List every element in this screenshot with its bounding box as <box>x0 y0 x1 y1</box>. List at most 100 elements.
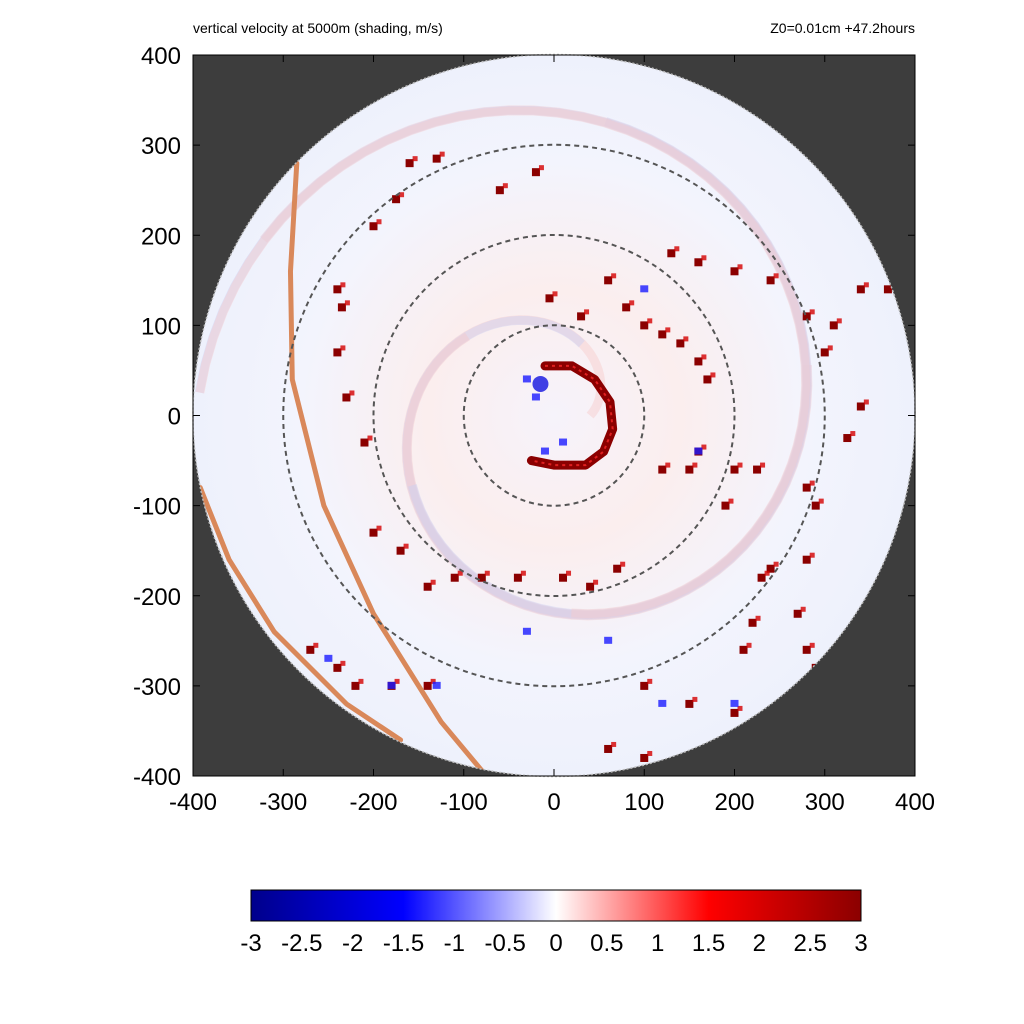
updraft-cell <box>737 705 743 711</box>
updraft-cell <box>764 570 770 576</box>
y-tick-label: -100 <box>133 494 181 521</box>
x-tick-label: 300 <box>805 789 845 816</box>
storm-track <box>197 485 404 743</box>
updraft-cell <box>753 465 762 474</box>
downdraft-cell <box>694 447 703 455</box>
updraft-cell <box>423 681 432 690</box>
updraft-cell <box>586 582 595 591</box>
updraft-cell <box>369 528 378 537</box>
updraft-cell <box>685 465 694 474</box>
updraft-cell <box>694 357 703 366</box>
updraft-cell <box>333 348 342 357</box>
updraft-cell <box>730 465 739 474</box>
colorbar-tick-label: 1.5 <box>692 930 725 957</box>
updraft-cell <box>802 483 811 492</box>
domain-disk <box>193 54 915 777</box>
updraft-cell <box>721 501 730 510</box>
updraft-cell <box>538 165 544 171</box>
updraft-cell <box>613 564 622 573</box>
updraft-cell <box>766 276 775 285</box>
updraft-cell <box>658 330 667 339</box>
y-tick-label: -200 <box>133 584 181 611</box>
updraft-cell <box>694 258 703 267</box>
updraft-cell <box>432 154 441 163</box>
updraft-cell <box>399 192 405 198</box>
updraft-cell <box>793 609 802 618</box>
eye-downdraft <box>532 375 549 392</box>
updraft-cell <box>703 375 712 384</box>
updraft-cell <box>552 291 558 297</box>
updraft-cell <box>730 708 739 717</box>
downdraft-cell <box>531 393 540 401</box>
updraft-cell <box>863 282 869 288</box>
updraft-cell <box>604 276 613 285</box>
axes: -400 -300 -200 -100 0 100 200 300 400 400 300 200 10… <box>133 43 935 816</box>
x-tick-label: -200 <box>349 789 397 816</box>
updraft-cell <box>737 462 743 468</box>
colorbar-tick-label: 1 <box>651 930 664 957</box>
updraft-cell <box>340 660 346 666</box>
colorbar-gradient <box>250 889 862 922</box>
y-tick-label: -400 <box>133 764 181 791</box>
updraft-cell <box>457 570 463 576</box>
updraft-cell <box>829 321 838 330</box>
spiral-band <box>402 117 812 620</box>
updraft-cell <box>827 345 833 351</box>
colorbar-tick-label: -1.5 <box>383 930 424 957</box>
updraft-cell <box>802 555 811 564</box>
downdraft-cell <box>522 375 531 383</box>
updraft-cell <box>337 303 346 312</box>
downdraft-cell <box>640 285 649 293</box>
range-ring <box>372 234 736 597</box>
colorbar-tick-label: -2 <box>342 930 363 957</box>
updraft-cell <box>340 282 346 288</box>
updraft-cell <box>306 645 315 654</box>
updraft-cell <box>883 285 892 294</box>
updraft-cell <box>773 561 779 567</box>
updraft-cell <box>811 501 820 510</box>
updraft-cell <box>629 300 635 306</box>
updraft-cell <box>620 561 626 567</box>
updraft-cell <box>484 570 490 576</box>
updraft-cell <box>658 465 667 474</box>
colorbar-tick-label: -0.5 <box>484 930 525 957</box>
updraft-cell <box>730 267 739 276</box>
x-tick-label: 100 <box>624 789 664 816</box>
updraft-cell <box>360 438 369 447</box>
updraft-cell <box>477 573 486 582</box>
updraft-cell <box>748 618 757 627</box>
updraft-cell <box>809 480 815 486</box>
updraft-cell <box>850 431 856 437</box>
range-ring <box>282 143 826 688</box>
colorbar: -3 -2.5 -2 -1.5 -1 -0.5 0 0.5 1 1.5 2 2.5 3 <box>240 889 868 957</box>
updraft-cell <box>640 321 649 330</box>
updraft-cell <box>520 570 526 576</box>
x-tick-label: 200 <box>714 789 754 816</box>
updraft-cell <box>396 546 405 555</box>
spiral-band <box>260 105 812 620</box>
x-tick-label: 400 <box>895 789 935 816</box>
updraft-cell <box>739 645 748 654</box>
updraft-cell <box>604 744 613 753</box>
updraft-cell <box>757 573 766 582</box>
downdraft-cell <box>540 447 549 455</box>
updraft-cell <box>667 249 676 258</box>
x-tick-label: -400 <box>169 789 217 816</box>
updraft-cell <box>584 309 590 315</box>
updraft-cell <box>800 606 806 612</box>
updraft-cell <box>423 582 432 591</box>
y-tick-label: 0 <box>168 404 181 431</box>
updraft-cell <box>394 678 400 684</box>
updraft-cell <box>358 678 364 684</box>
x-tick-label: -300 <box>259 789 307 816</box>
updraft-cell <box>559 573 568 582</box>
updraft-cell <box>710 372 716 378</box>
updraft-cell <box>531 168 540 177</box>
updraft-cell <box>809 552 815 558</box>
updraft-cell <box>342 393 351 402</box>
updraft-cell <box>376 525 382 531</box>
updraft-cell <box>611 741 617 747</box>
y-tick-label: 300 <box>141 133 181 160</box>
updraft-cell <box>502 183 508 189</box>
colorbar-tick-label: -2.5 <box>281 930 322 957</box>
